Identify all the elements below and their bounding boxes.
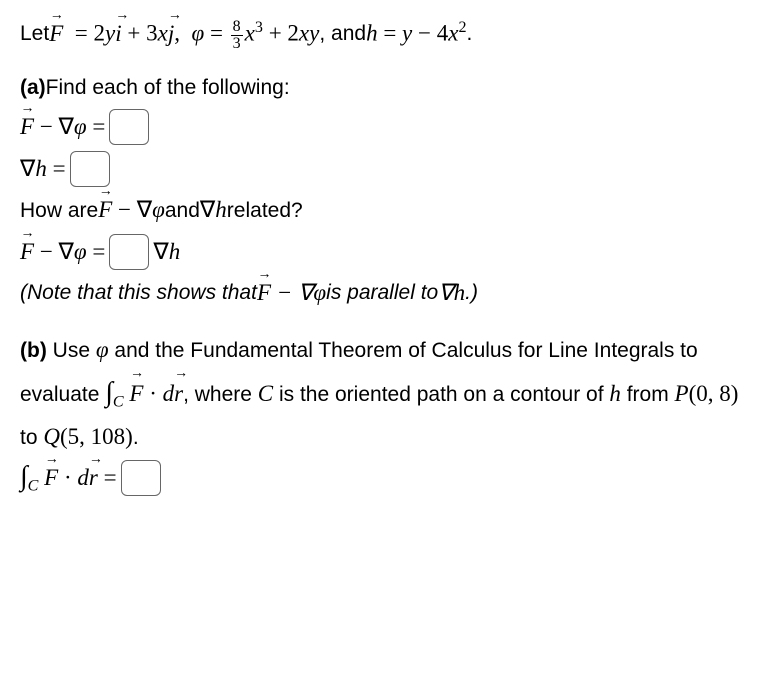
part-b-integral: ∫C →F · d→r: [105, 381, 183, 406]
intro-line: Let →F = 2y→i + 3x→j, φ = 83x3 + 2xy, an…: [20, 16, 754, 52]
note-prefix: (Note that this shows that: [20, 277, 257, 309]
input-box-4[interactable]: [121, 460, 161, 496]
part-b-h: h: [609, 381, 621, 406]
part-a-header: (a) Find each of the following:: [20, 72, 754, 104]
part-b-text4: is the oriented path on a contour of: [273, 383, 609, 406]
note-suffix: .): [465, 277, 478, 309]
part-a-line2: ∇h =: [20, 151, 754, 187]
note-is: is parallel to: [326, 277, 438, 309]
note-mid: →F − ∇φ: [257, 276, 326, 311]
part-b-phi: φ: [96, 337, 109, 362]
part-b-P: P(0, 8): [675, 381, 739, 406]
part-b-block: (b) Use φ and the Fundamental Theorem of…: [20, 330, 754, 456]
line1-lhs: →F − ∇φ =: [20, 110, 105, 145]
intro-period: .: [467, 18, 473, 50]
part-a-text: Find each of the following:: [46, 72, 290, 104]
q-suffix: related?: [227, 195, 303, 227]
line3-lhs: →F − ∇φ =: [20, 235, 105, 270]
line2-lhs: ∇h =: [20, 152, 66, 187]
q-grad-h: ∇h: [200, 193, 227, 228]
intro-h: h = y − 4x2: [366, 16, 466, 51]
intro-math: →F = 2y→i + 3x→j, φ = 83x3 + 2xy: [49, 16, 319, 52]
q-mid: →F − ∇φ: [98, 193, 165, 228]
part-b-Q: Q(5, 108): [43, 424, 132, 449]
note-grad-h: ∇h: [438, 276, 465, 311]
part-a-note: (Note that this shows that →F − ∇φ is pa…: [20, 276, 754, 311]
intro-prefix: Let: [20, 18, 49, 50]
part-b-period: .: [133, 426, 139, 449]
part-b-label: (b): [20, 339, 47, 362]
final-lhs: ∫C →F · d→r =: [20, 456, 117, 499]
line3-rhs: ∇h: [153, 235, 180, 270]
part-a-line3: →F − ∇φ = ∇h: [20, 234, 754, 270]
part-b-text5: from: [621, 383, 675, 406]
part-a-question: How are →F − ∇φ and ∇h related?: [20, 193, 754, 228]
q-and: and: [165, 195, 200, 227]
part-b-final: ∫C →F · d→r =: [20, 456, 754, 499]
part-b-text3: , where: [183, 383, 258, 406]
input-box-1[interactable]: [109, 109, 149, 145]
input-box-3[interactable]: [109, 234, 149, 270]
part-b-C: C: [258, 381, 273, 406]
part-a-line1: →F − ∇φ =: [20, 109, 754, 145]
part-b-text1: Use: [47, 339, 96, 362]
intro-and: , and: [319, 18, 366, 50]
part-b-text6: to: [20, 426, 43, 449]
